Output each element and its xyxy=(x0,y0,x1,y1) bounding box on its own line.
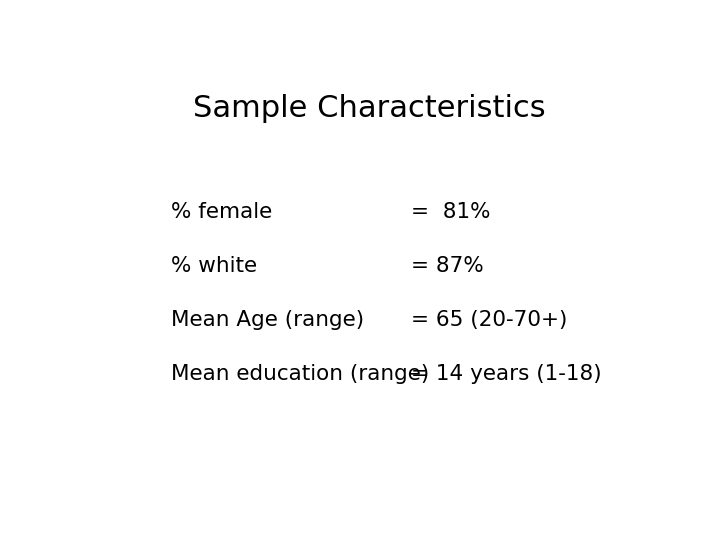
Text: Mean Age (range): Mean Age (range) xyxy=(171,310,364,330)
Text: % white: % white xyxy=(171,256,257,276)
Text: Sample Characteristics: Sample Characteristics xyxy=(193,94,545,123)
Text: = 14 years (1-18): = 14 years (1-18) xyxy=(411,364,601,384)
Text: = 87%: = 87% xyxy=(411,256,484,276)
Text: Mean education (range): Mean education (range) xyxy=(171,364,429,384)
Text: =  81%: = 81% xyxy=(411,202,490,222)
Text: % female: % female xyxy=(171,202,272,222)
Text: = 65 (20-70+): = 65 (20-70+) xyxy=(411,310,567,330)
